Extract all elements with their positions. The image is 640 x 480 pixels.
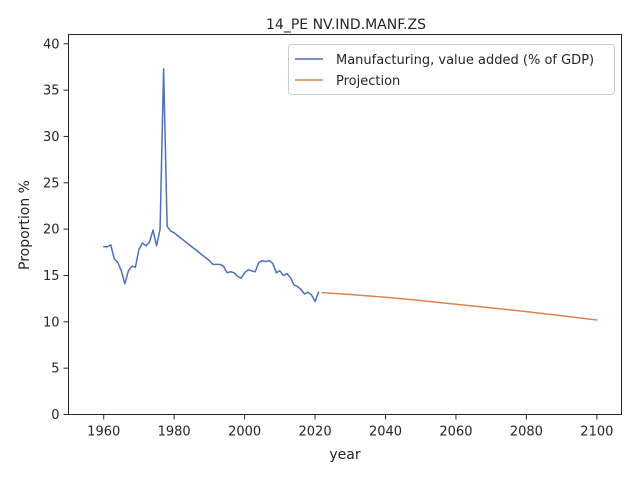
chart-title: 14_PE NV.IND.MANF.ZS — [266, 17, 426, 33]
y-tick-label: 40 — [43, 37, 60, 52]
x-tick-label: 2020 — [299, 425, 332, 440]
y-tick-label: 25 — [43, 176, 60, 191]
plot-area-frame — [68, 34, 622, 415]
x-tick-label: 2080 — [510, 425, 543, 440]
y-tick-label: 20 — [43, 223, 60, 238]
y-axis-label: Proportion % — [17, 180, 33, 270]
legend-box — [288, 44, 615, 95]
legend-label-manufacturing: Manufacturing, value added (% of GDP) — [336, 53, 594, 68]
y-tick-label: 10 — [43, 315, 60, 330]
y-axis-ticks: 0 5 10 15 20 25 30 35 40 — [43, 37, 69, 423]
y-tick-label: 0 — [51, 408, 59, 423]
y-tick-label: 5 — [51, 362, 59, 377]
y-tick-label: 15 — [43, 269, 60, 284]
legend-label-projection: Projection — [336, 74, 400, 89]
x-axis-label: year — [329, 447, 360, 463]
x-tick-label: 1980 — [158, 425, 191, 440]
x-tick-label: 2100 — [580, 425, 613, 440]
series-line-projection — [321, 291, 598, 321]
series-line-manufacturing — [102, 68, 320, 303]
x-tick-label: 2000 — [228, 425, 261, 440]
x-tick-label: 2040 — [369, 425, 402, 440]
y-tick-label: 30 — [43, 130, 60, 145]
x-tick-label: 1960 — [87, 425, 120, 440]
x-axis-ticks: 1960 1980 2000 2020 2040 2060 2080 2100 — [87, 414, 613, 440]
legend: Manufacturing, value added (% of GDP) Pr… — [288, 44, 615, 95]
y-tick-label: 35 — [43, 84, 60, 99]
series-lines — [102, 68, 598, 321]
x-tick-label: 2060 — [439, 425, 472, 440]
